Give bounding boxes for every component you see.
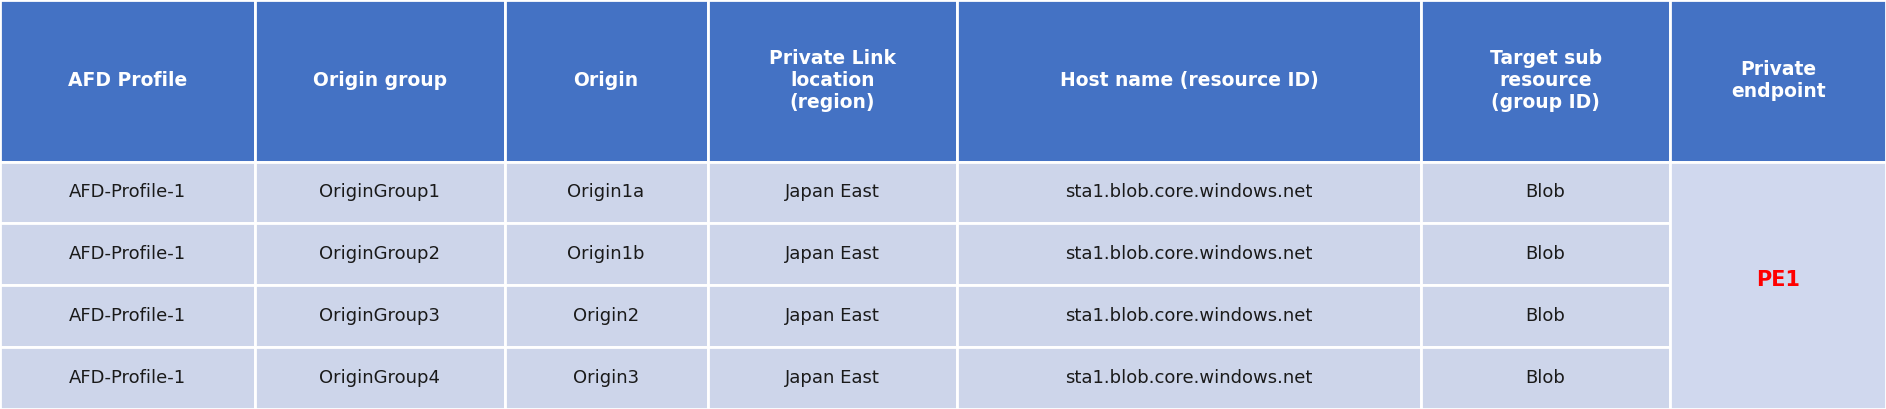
- Text: Target sub
resource
(group ID): Target sub resource (group ID): [1490, 49, 1601, 112]
- Bar: [255, 347, 505, 409]
- Bar: [1671, 162, 1886, 409]
- Bar: [505, 162, 707, 223]
- Bar: [956, 0, 1420, 162]
- Text: sta1.blob.core.windows.net: sta1.blob.core.windows.net: [1066, 245, 1313, 263]
- Bar: [1671, 0, 1886, 162]
- Bar: [1420, 0, 1671, 162]
- Text: AFD Profile: AFD Profile: [68, 71, 187, 90]
- Bar: [1420, 347, 1671, 409]
- Text: Origin1a: Origin1a: [568, 184, 645, 202]
- Text: Japan East: Japan East: [785, 307, 879, 325]
- Bar: [956, 162, 1420, 223]
- Bar: [255, 162, 505, 223]
- Bar: [1420, 162, 1671, 223]
- Text: OriginGroup3: OriginGroup3: [319, 307, 439, 325]
- Bar: [707, 0, 956, 162]
- Bar: [0, 285, 255, 347]
- Text: Host name (resource ID): Host name (resource ID): [1060, 71, 1318, 90]
- Text: Blob: Blob: [1526, 369, 1565, 387]
- Text: OriginGroup2: OriginGroup2: [319, 245, 439, 263]
- Text: AFD-Profile-1: AFD-Profile-1: [70, 307, 187, 325]
- Bar: [0, 0, 255, 162]
- Text: sta1.blob.core.windows.net: sta1.blob.core.windows.net: [1066, 184, 1313, 202]
- Text: AFD-Profile-1: AFD-Profile-1: [70, 184, 187, 202]
- Bar: [707, 223, 956, 285]
- Bar: [1420, 285, 1671, 347]
- Text: Blob: Blob: [1526, 184, 1565, 202]
- Bar: [505, 285, 707, 347]
- Bar: [505, 347, 707, 409]
- Bar: [0, 223, 255, 285]
- Text: Origin1b: Origin1b: [568, 245, 645, 263]
- Bar: [255, 285, 505, 347]
- Text: Japan East: Japan East: [785, 245, 879, 263]
- Text: Private Link
location
(region): Private Link location (region): [769, 49, 896, 112]
- Text: Origin3: Origin3: [573, 369, 639, 387]
- Text: Japan East: Japan East: [785, 369, 879, 387]
- Text: AFD-Profile-1: AFD-Profile-1: [70, 245, 187, 263]
- Text: Origin2: Origin2: [573, 307, 639, 325]
- Text: Origin group: Origin group: [313, 71, 447, 90]
- Text: OriginGroup4: OriginGroup4: [319, 369, 439, 387]
- Bar: [1420, 223, 1671, 285]
- Text: Japan East: Japan East: [785, 184, 879, 202]
- Bar: [505, 0, 707, 162]
- Bar: [0, 347, 255, 409]
- Text: Private
endpoint: Private endpoint: [1731, 60, 1826, 101]
- Text: OriginGroup1: OriginGroup1: [319, 184, 439, 202]
- Text: sta1.blob.core.windows.net: sta1.blob.core.windows.net: [1066, 369, 1313, 387]
- Bar: [956, 285, 1420, 347]
- Bar: [255, 223, 505, 285]
- Bar: [505, 223, 707, 285]
- Bar: [707, 347, 956, 409]
- Bar: [956, 223, 1420, 285]
- Text: AFD-Profile-1: AFD-Profile-1: [70, 369, 187, 387]
- Bar: [0, 162, 255, 223]
- Bar: [255, 0, 505, 162]
- Bar: [956, 347, 1420, 409]
- Bar: [707, 162, 956, 223]
- Text: Blob: Blob: [1526, 245, 1565, 263]
- Bar: [707, 285, 956, 347]
- Text: sta1.blob.core.windows.net: sta1.blob.core.windows.net: [1066, 307, 1313, 325]
- Text: PE1: PE1: [1756, 270, 1799, 290]
- Text: Blob: Blob: [1526, 307, 1565, 325]
- Text: Origin: Origin: [573, 71, 639, 90]
